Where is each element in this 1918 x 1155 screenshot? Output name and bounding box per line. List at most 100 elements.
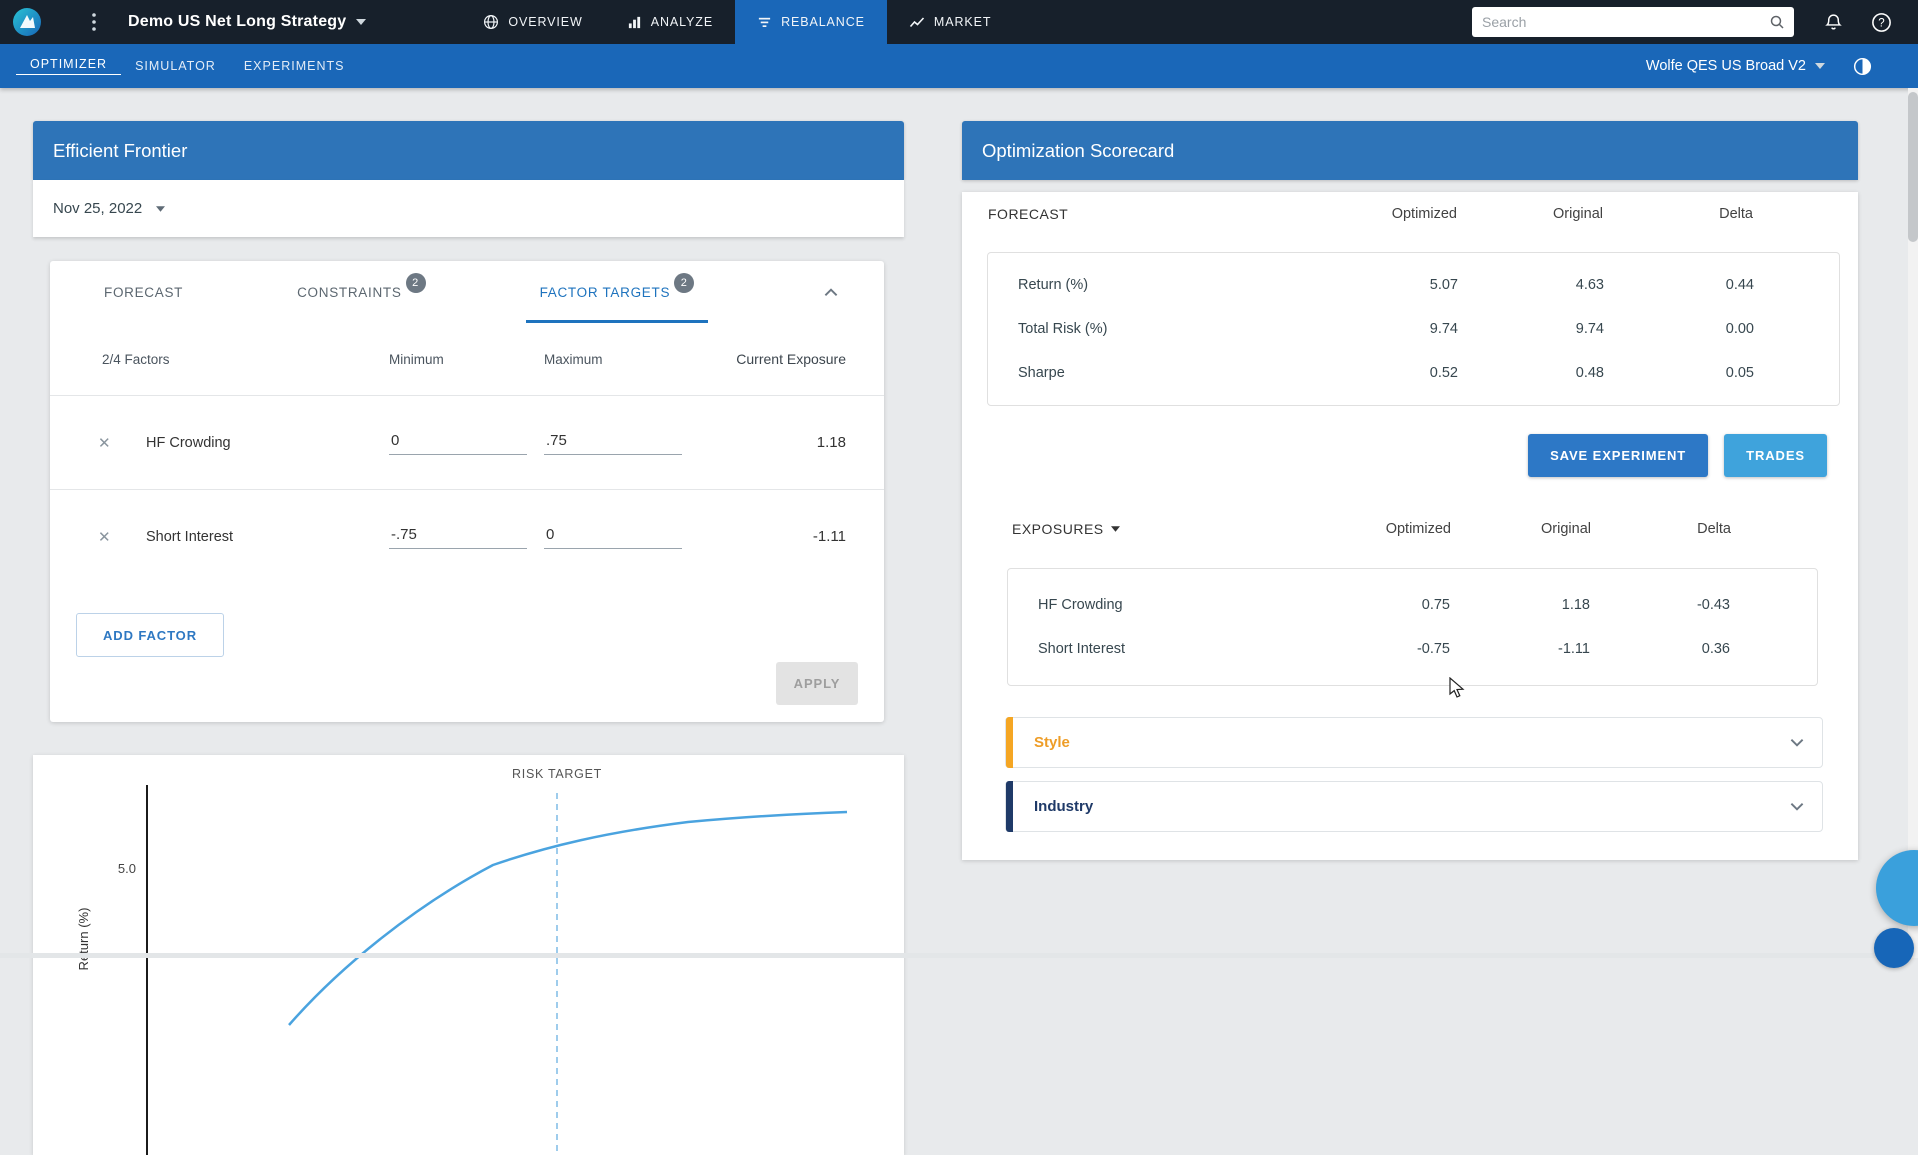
kebab-menu-icon[interactable] — [88, 9, 100, 35]
original-column-header: Original — [1553, 206, 1603, 222]
min-input[interactable] — [389, 430, 527, 455]
industry-accent-bar — [1006, 781, 1013, 832]
factor-name: HF Crowding — [146, 434, 231, 451]
search-box[interactable] — [1472, 7, 1794, 37]
original-value: 9.74 — [1575, 321, 1604, 337]
panel-title: Efficient Frontier — [53, 139, 188, 161]
apply-button[interactable]: APPLY — [776, 662, 858, 705]
delta-value: 0.05 — [1725, 365, 1754, 381]
theme-toggle-icon[interactable] — [1853, 57, 1872, 76]
caret-down-icon — [1815, 63, 1825, 69]
save-experiment-button[interactable]: SAVE EXPERIMENT — [1528, 434, 1709, 477]
efficient-frontier-panel: Efficient Frontier Nov 25, 2022 FORECAST… — [33, 121, 904, 1155]
remove-factor-icon[interactable]: ✕ — [98, 528, 111, 546]
subnav-experiments[interactable]: EXPERIMENTS — [243, 59, 345, 73]
forecast-section-header: FORECAST Optimized Original Delta — [962, 192, 1858, 236]
max-input[interactable] — [544, 430, 682, 455]
factor-label: Short Interest — [1038, 641, 1126, 657]
min-input[interactable] — [389, 524, 527, 549]
optimized-value: 5.07 — [1429, 277, 1458, 293]
exposures-section-header: EXPOSURES Optimized Original Delta — [962, 507, 1858, 551]
style-section-toggle[interactable]: Style — [1005, 717, 1823, 768]
bar-chart-icon — [627, 15, 642, 30]
tab-label: REBALANCE — [781, 15, 865, 29]
add-factor-button[interactable]: ADD FACTOR — [76, 613, 224, 657]
strategy-selector[interactable]: Demo US Net Long Strategy — [128, 13, 367, 31]
caret-down-icon — [356, 19, 367, 25]
maximum-header: Maximum — [544, 351, 603, 367]
rebalance-icon — [757, 15, 772, 30]
efficient-frontier-header: Efficient Frontier — [33, 121, 904, 180]
table-row: Short Interest -0.75 -1.11 0.36 — [1008, 627, 1817, 671]
factor-name: Short Interest — [146, 528, 234, 545]
notifications-bell-icon[interactable] — [1824, 13, 1843, 32]
original-column-header: Original — [1541, 521, 1591, 537]
chevron-down-icon — [1790, 802, 1804, 811]
subnav-simulator[interactable]: SIMULATOR — [135, 59, 216, 73]
tab-label: OVERVIEW — [508, 15, 583, 29]
original-value: 0.48 — [1575, 365, 1604, 381]
table-row: Total Risk (%) 9.74 9.74 0.00 — [988, 307, 1839, 351]
chevron-down-icon — [1790, 738, 1804, 747]
original-value: -1.11 — [1558, 641, 1590, 657]
app-logo-icon[interactable] — [12, 7, 42, 37]
globe-icon — [483, 14, 499, 30]
search-input[interactable] — [1482, 14, 1769, 30]
tab-overview[interactable]: OVERVIEW — [461, 0, 604, 44]
tab-market[interactable]: MARKET — [887, 0, 1014, 44]
factors-count-header: 2/4 Factors — [102, 351, 170, 367]
date-selector[interactable]: Nov 25, 2022 — [33, 180, 904, 237]
style-accent-bar — [1006, 717, 1013, 768]
scrollbar-thumb[interactable] — [1908, 92, 1918, 242]
optimization-scorecard-panel: Optimization Scorecard FORECAST Optimize… — [962, 121, 1858, 860]
delta-value: 0.00 — [1725, 321, 1754, 337]
trades-button[interactable]: TRADES — [1724, 434, 1827, 477]
minimum-header: Minimum — [389, 351, 444, 367]
tab-label: CONSTRAINTS — [297, 284, 402, 300]
tab-constraints[interactable]: CONSTRAINTS 2 — [283, 261, 439, 323]
svg-text:?: ? — [1878, 17, 1884, 29]
industry-section-toggle[interactable]: Industry — [1005, 781, 1823, 832]
vertical-scrollbar[interactable] — [1908, 88, 1918, 958]
tab-rebalance[interactable]: REBALANCE — [735, 0, 887, 44]
current-exposure-value: 1.18 — [816, 434, 846, 451]
y-axis-label: Return (%) — [76, 907, 91, 971]
date-value: Nov 25, 2022 — [53, 200, 143, 217]
delta-value: 0.44 — [1725, 277, 1754, 293]
tab-analyze[interactable]: ANALYZE — [605, 0, 735, 44]
chevron-up-icon[interactable] — [818, 282, 844, 303]
risk-target-label: RISK TARGET — [512, 767, 602, 781]
table-row: HF Crowding 0.75 1.18 -0.43 — [1008, 583, 1817, 627]
scorecard-actions: SAVE EXPERIMENT TRADES — [962, 434, 1827, 477]
factor-targets-count-badge: 2 — [674, 273, 695, 293]
tab-label: MARKET — [933, 15, 992, 29]
chat-secondary-button[interactable] — [1874, 928, 1914, 968]
delta-column-header: Delta — [1697, 521, 1731, 537]
remove-factor-icon[interactable]: ✕ — [98, 434, 111, 452]
factor-row: ✕ Short Interest -1.11 — [50, 489, 884, 583]
factor-targets-card: FORECAST CONSTRAINTS 2 FACTOR TARGETS 2 … — [50, 261, 884, 722]
optimized-value: -0.75 — [1416, 641, 1450, 657]
frontier-curve — [288, 810, 848, 1026]
risk-model-selector[interactable]: Wolfe QES US Broad V2 — [1646, 58, 1825, 74]
optimization-scorecard-header: Optimization Scorecard — [962, 121, 1858, 180]
optimized-column-header: Optimized — [1385, 521, 1451, 537]
style-section-label: Style — [1034, 734, 1070, 751]
help-icon[interactable]: ? — [1871, 12, 1892, 33]
search-icon[interactable] — [1769, 14, 1785, 30]
exposures-dropdown[interactable]: EXPOSURES — [1012, 521, 1120, 537]
panel-title: Optimization Scorecard — [982, 139, 1175, 161]
constraints-count-badge: 2 — [405, 273, 426, 293]
chat-launcher-button[interactable] — [1876, 850, 1918, 926]
max-input[interactable] — [544, 524, 682, 549]
metric-label: Return (%) — [1018, 277, 1089, 293]
subnav-optimizer[interactable]: OPTIMIZER — [16, 57, 122, 75]
delta-value: 0.36 — [1701, 641, 1730, 657]
factor-row: ✕ HF Crowding 1.18 — [50, 395, 884, 489]
tab-factor-targets[interactable]: FACTOR TARGETS 2 — [525, 261, 709, 323]
table-row: Sharpe 0.52 0.48 0.05 — [988, 351, 1839, 395]
risk-model-name: Wolfe QES US Broad V2 — [1645, 58, 1806, 74]
horizontal-scrollbar[interactable] — [0, 953, 1908, 958]
tab-forecast[interactable]: FORECAST — [90, 261, 197, 323]
metric-label: Sharpe — [1018, 365, 1065, 381]
